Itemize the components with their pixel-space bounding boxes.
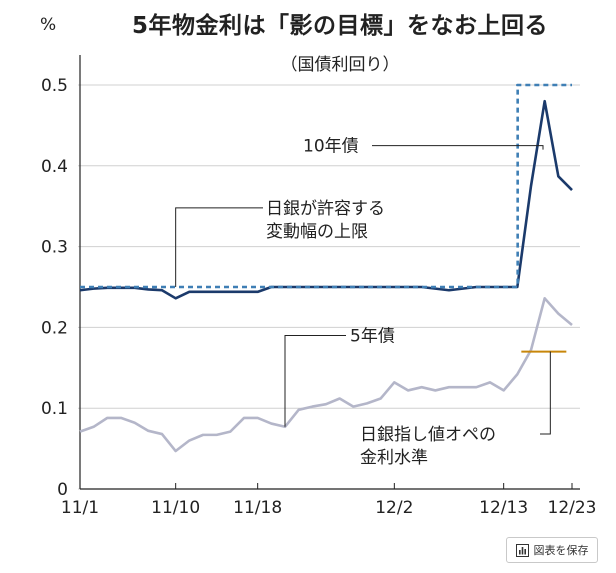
annotation-upper-band-line1: 日銀が許容する [266,199,385,219]
save-button-label: 図表を保存 [533,544,589,557]
series-boj-upper-band-line [80,83,572,289]
y-tick-label: 0.1 [41,399,68,419]
x-tick-label: 11/1 [61,498,99,518]
annotation-10y-bond: 10年債 [303,137,359,157]
y-unit-label: % [40,15,56,35]
x-tick-label: 11/10 [151,498,200,518]
annotation-upper-band-line2: 変動幅の上限 [266,222,368,242]
leader-line-upper-band [175,207,263,287]
chart-title: 5年物金利は「影の目標」をなお上回る [131,13,548,39]
x-tick-label: 12/23 [548,498,597,518]
save-chart-button[interactable]: 図表を保存 [506,537,598,563]
chart-subtitle: （国債利回り） [280,55,400,75]
y-tick-label: 0.5 [41,76,68,96]
bar-chart-icon [515,543,529,557]
x-tick-label: 11/18 [233,498,282,518]
y-tick-label: 0.2 [41,318,68,338]
leader-line-fixed-rate [540,351,551,435]
y-tick-label: 0 [57,480,68,500]
x-tick-label: 12/13 [479,498,528,518]
annotation-fixed-rate-line2: 金利水準 [360,448,428,468]
line-chart: 0 0.1 0.2 0.3 0.4 0.5% 11/1 11/10 11/18 12/2 12/13… [40,15,597,518]
y-tick-label: 0.3 [41,238,68,258]
x-tick-label: 12/2 [375,498,413,518]
series-5y-bond-line [79,297,573,453]
leader-line-5y [284,334,346,427]
annotation-fixed-rate-line1: 日銀指し値オペの [360,425,496,445]
y-tick-label: 0.4 [41,157,68,177]
annotation-5y-bond: 5年債 [350,326,395,346]
leader-line-10y [372,145,544,150]
